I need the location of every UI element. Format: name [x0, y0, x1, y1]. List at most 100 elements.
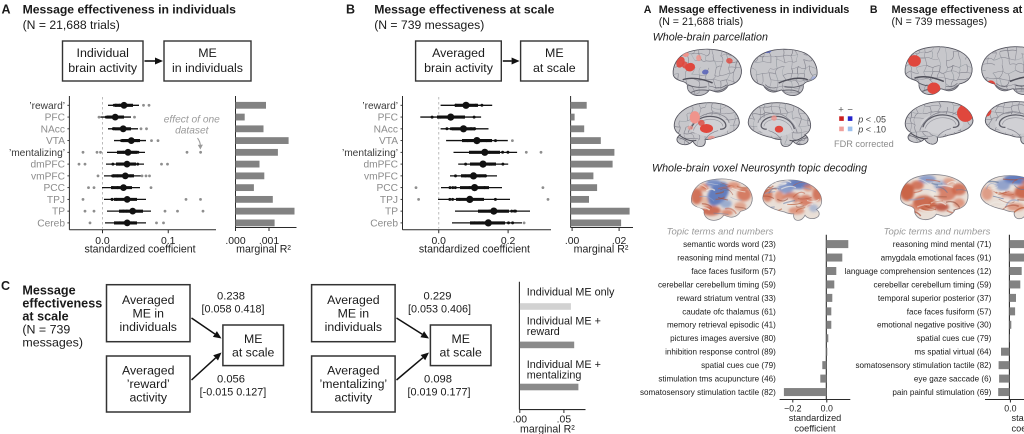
svg-text:.05: .05: [557, 415, 572, 426]
svg-text:.00: .00: [513, 415, 528, 426]
svg-text:.000: .000: [225, 236, 245, 247]
svg-text:Averaged: Averaged: [327, 364, 380, 378]
svg-text:B: B: [870, 4, 878, 16]
svg-text:.02: .02: [612, 236, 627, 247]
svg-text:caudate ofc thalamus (61): caudate ofc thalamus (61): [682, 307, 776, 316]
svg-text:Individual ME only: Individual ME only: [527, 287, 615, 299]
svg-text:at scale: at scale: [440, 345, 483, 359]
svg-text:Individual ME +: Individual ME +: [527, 316, 601, 328]
svg-text:0.056: 0.056: [217, 374, 245, 386]
svg-text:0.229: 0.229: [424, 291, 452, 303]
svg-text:0.0: 0.0: [432, 236, 447, 247]
svg-text:at scale: at scale: [533, 61, 576, 75]
svg-text:standardized: standardized: [789, 413, 842, 423]
svg-text:VTA: VTA: [46, 136, 65, 147]
svg-text:TPJ: TPJ: [47, 195, 65, 206]
svg-text:C: C: [1, 279, 10, 293]
svg-text:vmPFC: vmPFC: [364, 171, 398, 182]
svg-text:Whole-brain parcellation: Whole-brain parcellation: [653, 32, 768, 44]
svg-text:−0.2: −0.2: [784, 404, 801, 414]
svg-text:ME: ME: [451, 332, 469, 346]
svg-text:Topic terms and numbers: Topic terms and numbers: [884, 227, 991, 238]
svg-text:’mentalizing’: ’mentalizing’: [342, 148, 398, 159]
svg-text:emotional negative positive (3: emotional negative positive (30): [877, 321, 992, 330]
svg-text:messages): messages): [22, 336, 83, 350]
svg-text:stimulation tms acupuncture (4: stimulation tms acupuncture (46): [658, 375, 776, 384]
svg-text:0.1: 0.1: [161, 236, 176, 247]
svg-text:PCC: PCC: [376, 183, 398, 194]
svg-text:0.2: 0.2: [501, 236, 516, 247]
svg-text:.00: .00: [565, 236, 580, 247]
svg-text:somatosensory stimulation tact: somatosensory stimulation tactile (82): [855, 361, 991, 370]
svg-text:spatial cues cue (79): spatial cues cue (79): [701, 361, 776, 370]
svg-text:Message effectiveness in indiv: Message effectiveness in individuals: [23, 3, 237, 17]
svg-text:reward: reward: [527, 326, 560, 338]
svg-text:’mentalizing’: ’mentalizing’: [9, 148, 65, 159]
svg-text:PFC: PFC: [45, 113, 65, 124]
svg-text:brain activity: brain activity: [68, 61, 138, 75]
svg-text:coefficient: coefficient: [1012, 423, 1024, 433]
svg-text:activity: activity: [335, 391, 373, 405]
svg-text:pictures images aversive (80): pictures images aversive (80): [670, 334, 776, 343]
svg-text:ms spatial virtual (64): ms spatial virtual (64): [914, 348, 991, 357]
svg-text:p < .05: p < .05: [857, 114, 886, 124]
svg-text:reasoning mind mental (71): reasoning mind mental (71): [677, 253, 776, 262]
svg-text:mentalizing: mentalizing: [527, 369, 582, 381]
svg-text:at scale: at scale: [22, 310, 68, 324]
svg-text:face faces fusiform (57): face faces fusiform (57): [907, 307, 992, 316]
svg-text:inhibition response control (8: inhibition response control (89): [665, 348, 776, 357]
svg-text:Individual ME +: Individual ME +: [527, 359, 601, 371]
svg-text:ME: ME: [198, 46, 217, 60]
svg-text:coefficient: coefficient: [794, 423, 836, 433]
svg-text:TP: TP: [52, 207, 65, 218]
svg-text:’reward’: ’reward’: [362, 101, 398, 112]
svg-text:standardized: standardized: [1012, 413, 1024, 423]
svg-text:Topic terms and numbers: Topic terms and numbers: [667, 227, 774, 238]
svg-text:effectiveness: effectiveness: [22, 297, 102, 311]
svg-text:[0.019 0.177]: [0.019 0.177]: [407, 387, 470, 399]
svg-text:0.238: 0.238: [217, 291, 245, 303]
svg-text:face faces fusiform (57): face faces fusiform (57): [691, 267, 776, 276]
svg-text:standardized coefficient: standardized coefficient: [419, 244, 530, 256]
svg-text:at scale: at scale: [232, 345, 275, 359]
svg-text:Averaged: Averaged: [122, 364, 175, 378]
svg-text:Averaged: Averaged: [327, 293, 380, 307]
svg-text:Message effectiveness at scale: Message effectiveness at scale: [374, 3, 554, 17]
svg-text:VTA: VTA: [379, 136, 398, 147]
svg-text:Averaged: Averaged: [122, 293, 175, 307]
svg-text:p < .10: p < .10: [857, 125, 886, 135]
svg-text:(N = 21,688 trials): (N = 21,688 trials): [659, 16, 744, 28]
svg-text:pain painful stimulation (69): pain painful stimulation (69): [892, 388, 991, 397]
svg-text:effect of one: effect of one: [164, 114, 220, 125]
svg-text:Averaged: Averaged: [432, 46, 485, 60]
svg-text:standardized coefficient: standardized coefficient: [84, 244, 195, 256]
svg-text:[0.053 0.406]: [0.053 0.406]: [408, 304, 471, 316]
svg-text:memory retrieval episodic (41): memory retrieval episodic (41): [667, 321, 776, 330]
svg-text:’reward’: ’reward’: [29, 101, 65, 112]
svg-text:+: +: [838, 105, 844, 116]
svg-text:activity: activity: [129, 391, 167, 405]
svg-text:temporal superior posterior (3: temporal superior posterior (37): [878, 294, 992, 303]
svg-text:ME in: ME in: [133, 306, 165, 320]
svg-text:Message effectiveness in indiv: Message effectiveness in individuals: [659, 4, 850, 16]
svg-text:cerebellar cerebellum timing (: cerebellar cerebellum timing (59): [658, 280, 776, 289]
svg-text:FDR corrected: FDR corrected: [834, 139, 894, 149]
svg-text:A: A: [644, 4, 652, 16]
svg-text:TP: TP: [385, 207, 398, 218]
svg-text:A: A: [2, 3, 11, 17]
svg-text:dmPFC: dmPFC: [30, 160, 65, 171]
svg-text:’mentalizing’: ’mentalizing’: [320, 377, 388, 391]
svg-text:(N = 739: (N = 739: [22, 323, 70, 337]
svg-text:somatosensory stimulation tact: somatosensory stimulation tactile (82): [640, 388, 776, 397]
svg-text:NAcc: NAcc: [374, 124, 398, 135]
svg-text:0.0: 0.0: [821, 404, 833, 414]
svg-text:ME in: ME in: [338, 306, 370, 320]
svg-text:brain activity: brain activity: [424, 61, 494, 75]
svg-text:TPJ: TPJ: [380, 195, 398, 206]
svg-text:NAcc: NAcc: [41, 124, 65, 135]
svg-text:’reward’: ’reward’: [127, 377, 170, 391]
svg-text:spatial cues cue (79): spatial cues cue (79): [917, 334, 992, 343]
svg-text:Cereb: Cereb: [370, 219, 398, 230]
svg-text:.001: .001: [259, 236, 279, 247]
svg-text:dataset: dataset: [175, 125, 210, 136]
